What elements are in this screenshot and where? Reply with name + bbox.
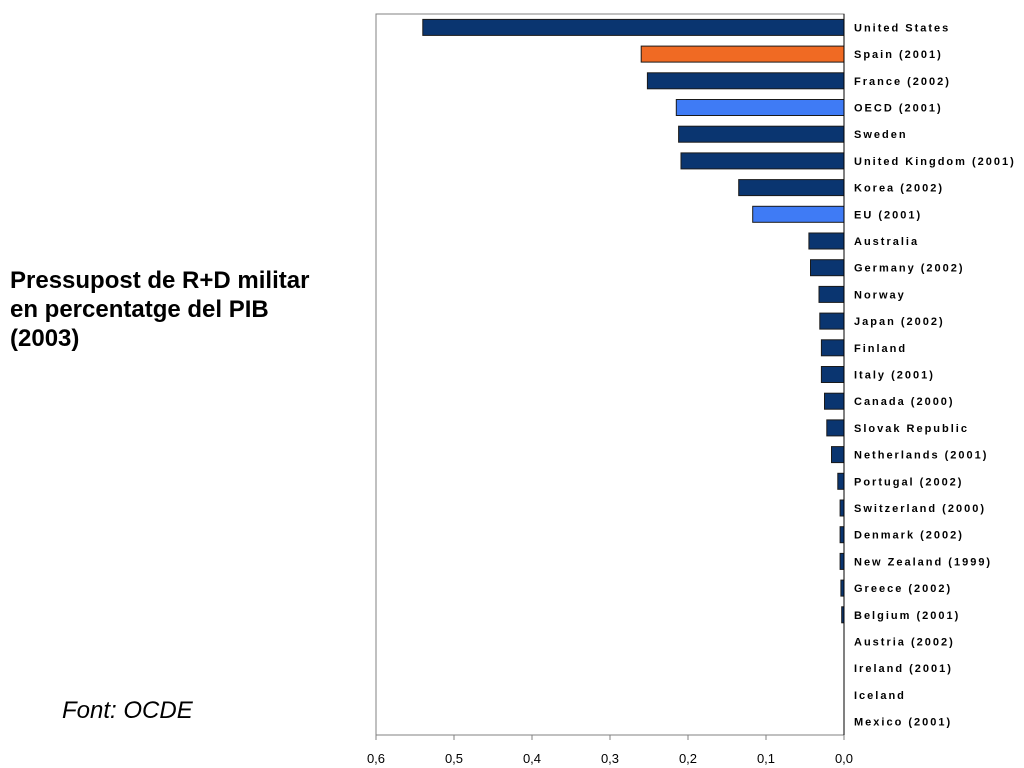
bars-group xyxy=(422,14,845,735)
bar-canada-2000 xyxy=(824,392,845,410)
bar-netherlands-2001 xyxy=(831,446,845,464)
category-label-switzerland-2000: Switzerland (2000) xyxy=(854,503,986,515)
x-tick-label: 0,4 xyxy=(523,751,541,766)
bar-japan-2002 xyxy=(819,312,845,330)
category-label-denmark-2002: Denmark (2002) xyxy=(854,530,964,542)
bar-denmark-2002 xyxy=(839,526,845,544)
category-label-portugal-2002: Portugal (2002) xyxy=(854,476,963,488)
x-tick-label: 0,6 xyxy=(367,751,385,766)
category-label-iceland: Iceland xyxy=(854,690,906,702)
category-label-germany-2002: Germany (2002) xyxy=(854,263,965,275)
category-label-greece-2002: Greece (2002) xyxy=(854,583,952,595)
category-label-australia: Australia xyxy=(854,236,919,248)
plot-frame xyxy=(375,13,845,736)
chart-title: Pressupost de R+D militar en percentatge… xyxy=(10,267,310,352)
category-label-eu-2001: EU (2001) xyxy=(854,209,922,221)
bar-australia xyxy=(808,232,845,250)
source-note: Font: OCDE xyxy=(62,697,193,724)
bar-eu-2001 xyxy=(752,205,845,223)
bar-korea-2002 xyxy=(738,179,845,197)
bar-italy-2001 xyxy=(820,366,845,383)
bar-germany-2002 xyxy=(810,259,845,277)
category-labels-group: United States Spain (2001) France (2002) OE… xyxy=(854,22,1016,729)
category-label-sweden: Sweden xyxy=(854,129,908,141)
bar-sweden xyxy=(678,125,845,143)
bar-united-states xyxy=(422,18,845,36)
category-label-france-2002: France (2002) xyxy=(854,76,951,88)
x-tick-label: 0,1 xyxy=(757,751,775,766)
category-label-netherlands-2001: Netherlands (2001) xyxy=(854,450,988,462)
bar-finland xyxy=(820,339,845,357)
category-label-slovak-republic: Slovak Republic xyxy=(854,423,969,435)
x-tick-label: 0,0 xyxy=(835,751,853,766)
category-label-japan-2002: Japan (2002) xyxy=(854,316,945,328)
category-label-canada-2000: Canada (2000) xyxy=(854,396,955,408)
category-label-spain-2001: Spain (2001) xyxy=(854,49,943,61)
bar-slovak-republic xyxy=(826,419,845,437)
category-label-united-states: United States xyxy=(854,22,950,34)
bar-united-kingdom-2001 xyxy=(680,152,845,170)
bar-switzerland-2000 xyxy=(839,499,845,517)
x-axis-ticks-group: 0,6 0,5 0,4 0,3 0,2 0,1 0,0 xyxy=(367,735,853,766)
category-label-mexico-2001: Mexico (2001) xyxy=(854,717,952,729)
category-label-italy-2001: Italy (2001) xyxy=(854,370,935,382)
category-label-korea-2002: Korea (2002) xyxy=(854,183,944,195)
bar-france-2002 xyxy=(646,72,845,90)
bar-new-zealand-1999 xyxy=(839,552,845,570)
category-label-ireland-2001: Ireland (2001) xyxy=(854,663,953,675)
x-tick-label: 0,3 xyxy=(601,751,619,766)
bar-spain-2001 xyxy=(640,45,845,63)
category-label-norway: Norway xyxy=(854,289,906,301)
category-label-austria-2002: Austria (2002) xyxy=(854,637,955,649)
category-label-united-kingdom-2001: United Kingdom (2001) xyxy=(854,156,1016,168)
category-label-belgium-2001: Belgium (2001) xyxy=(854,610,960,622)
bar-norway xyxy=(818,285,845,303)
category-label-new-zealand-1999: New Zealand (1999) xyxy=(854,556,992,568)
bar-portugal-2002 xyxy=(837,472,845,490)
category-label-finland: Finland xyxy=(854,343,907,355)
bar-oecd-2001 xyxy=(675,99,845,116)
x-tick-label: 0,2 xyxy=(679,751,697,766)
x-tick-label: 0,5 xyxy=(445,751,463,766)
category-label-oecd-2001: OECD (2001) xyxy=(854,103,943,115)
